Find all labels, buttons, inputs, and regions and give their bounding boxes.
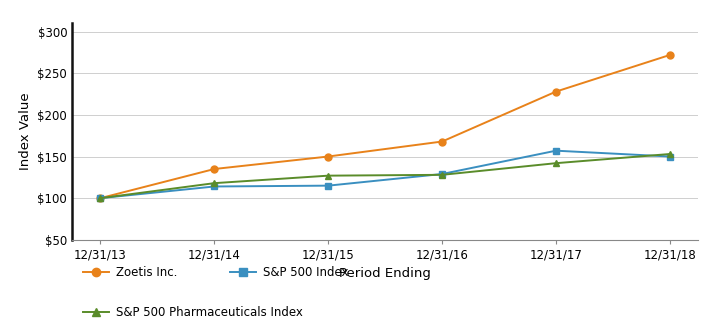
Legend: Zoetis Inc., S&P 500 Index: Zoetis Inc., S&P 500 Index [78, 261, 354, 284]
Y-axis label: Index Value: Index Value [19, 93, 32, 170]
Legend: S&P 500 Pharmaceuticals Index: S&P 500 Pharmaceuticals Index [78, 301, 307, 324]
X-axis label: Period Ending: Period Ending [339, 267, 431, 280]
